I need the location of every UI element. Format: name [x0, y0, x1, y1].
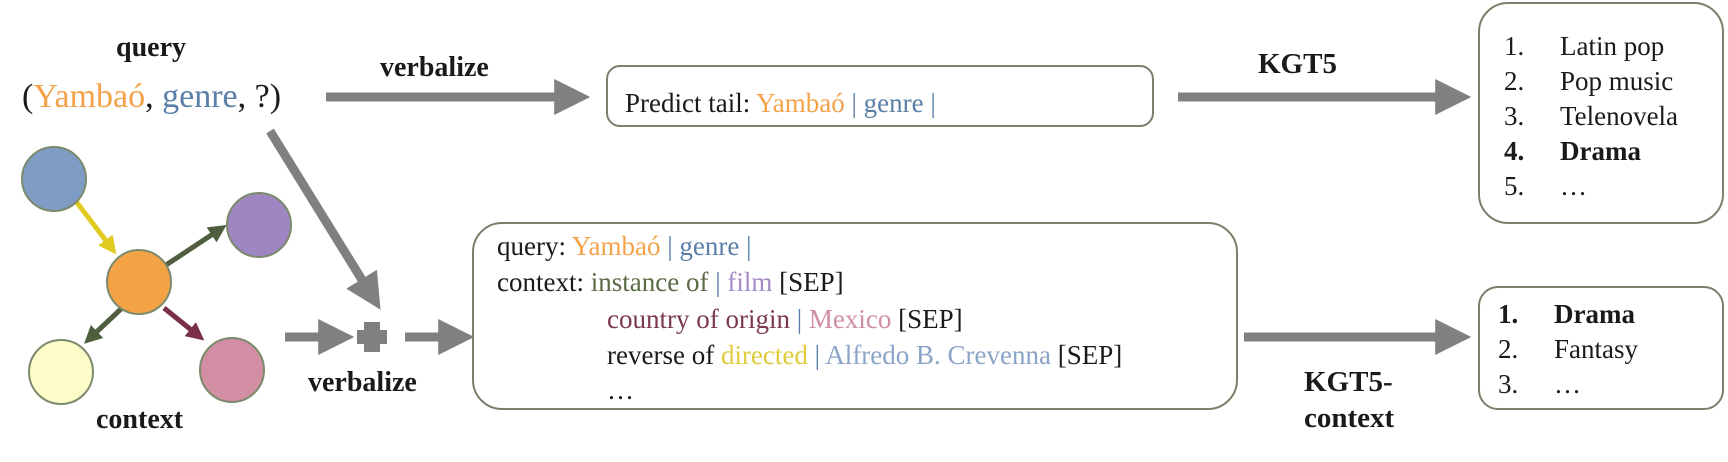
context-3-relation-b: directed	[720, 340, 808, 370]
context-query-relation: genre	[679, 231, 740, 261]
context-result-3-label: …	[1554, 369, 1581, 399]
context-input-box: query: Yambaó | genre | context: instanc…	[472, 222, 1238, 410]
context-2-entity: Mexico	[808, 304, 892, 334]
orange-node	[106, 249, 172, 315]
context-3-end: [SEP]	[1051, 340, 1123, 370]
query-to-plus-arrow	[266, 128, 381, 310]
context-result-2-num: 2.	[1498, 334, 1519, 364]
top-result-1-label: Latin pop	[1560, 31, 1665, 61]
query-head: Yambaó	[33, 78, 146, 115]
top-results-box: 1. Latin pop 2. Pop music 3. Telenovela 4. D…	[1478, 2, 1724, 224]
pink-node	[199, 337, 265, 403]
context-query-sep1: |	[660, 231, 680, 261]
edge-genre-other	[83, 306, 124, 344]
context-result-3: 3. …	[1498, 368, 1581, 400]
verbalize-bottom-label: verbalize	[308, 367, 417, 398]
query-tuple: (Yambaó, genre, ?)	[22, 78, 281, 116]
top-input-sep2: |	[923, 88, 936, 118]
edge-directed	[73, 198, 117, 255]
context-result-1-num: 1.	[1498, 299, 1519, 329]
context-2-relation: country of origin	[607, 304, 790, 334]
context-query-line: query: Yambaó | genre |	[497, 230, 752, 262]
context-query-prefix: query:	[497, 231, 572, 261]
context-result-1: 1. Drama	[1498, 298, 1635, 330]
top-input-relation: genre	[863, 88, 924, 118]
edge-country-of-origin	[162, 306, 205, 341]
top-input-head: Yambaó	[755, 88, 845, 118]
context-result-2: 2. Fantasy	[1498, 333, 1638, 365]
context-ellipsis: …	[607, 375, 634, 405]
top-result-2-num: 2.	[1504, 66, 1525, 96]
context-3-entity: Alfredo B. Crevenna	[825, 340, 1051, 370]
context-results-box: 1. Drama 2. Fantasy 3. …	[1478, 286, 1724, 410]
context-1-sep: |	[708, 267, 728, 297]
kgt5-label: KGT5	[1258, 48, 1337, 80]
query-sep2: ,	[237, 78, 255, 115]
top-input-prefix: Predict tail:	[625, 88, 756, 118]
top-input-sep1: |	[844, 88, 864, 118]
query-open-paren: (	[22, 78, 34, 115]
edge-instance-of	[164, 224, 227, 268]
blue-node	[21, 146, 87, 212]
top-result-3-label: Telenovela	[1560, 101, 1679, 131]
top-result-5-num: 5.	[1504, 171, 1525, 201]
verbalize-top-label: verbalize	[380, 52, 489, 83]
query-tail: ?	[254, 78, 270, 115]
top-result-5-label: …	[1560, 171, 1587, 201]
context-prefix: context:	[497, 267, 591, 297]
top-result-1: 1. Latin pop	[1504, 30, 1664, 62]
context-result-3-num: 3.	[1498, 369, 1519, 399]
context-line-3: reverse of directed | Alfredo B. Crevenn…	[607, 339, 1122, 371]
kgt5-context-label-line1: KGT5-	[1304, 366, 1393, 398]
purple-node	[226, 192, 292, 258]
kgt5-context-label: KGT5- context	[1304, 364, 1394, 436]
context-2-end: [SEP]	[891, 304, 963, 334]
context-query-head: Yambaó	[571, 231, 661, 261]
cream-node	[28, 339, 94, 405]
plus-icon	[357, 322, 387, 352]
context-3-relation-a: reverse of	[607, 340, 721, 370]
top-result-4-num: 4.	[1504, 136, 1525, 166]
context-3-sep: |	[807, 340, 826, 370]
top-input-box: Predict tail: Yambaó | genre |	[606, 65, 1154, 127]
context-result-2-label: Fantasy	[1554, 334, 1638, 364]
query-label: query	[116, 32, 186, 63]
top-result-2: 2. Pop music	[1504, 65, 1673, 97]
top-result-4: 4. Drama	[1504, 135, 1641, 167]
context-label: context	[96, 404, 184, 435]
top-result-5: 5. …	[1504, 170, 1587, 202]
query-relation: genre	[162, 78, 238, 115]
context-line-1: context: instance of | film [SEP]	[497, 266, 844, 298]
top-input-text: Predict tail: Yambaó | genre |	[625, 87, 936, 119]
context-1-end: [SEP]	[772, 267, 844, 297]
top-result-4-label: Drama	[1560, 136, 1641, 166]
context-1-relation: instance of	[590, 267, 709, 297]
context-result-1-label: Drama	[1554, 299, 1635, 329]
query-sep1: ,	[145, 78, 163, 115]
top-result-1-num: 1.	[1504, 31, 1525, 61]
context-query-sep2: |	[739, 231, 752, 261]
top-result-3: 3. Telenovela	[1504, 100, 1678, 132]
top-result-2-label: Pop music	[1560, 66, 1674, 96]
kgt5-context-label-line2: context	[1304, 402, 1395, 434]
context-line-2: country of origin | Mexico [SEP]	[607, 303, 963, 335]
context-2-sep: |	[789, 304, 809, 334]
top-result-3-num: 3.	[1504, 101, 1525, 131]
context-1-entity: film	[727, 267, 773, 297]
query-close-paren: )	[269, 78, 282, 115]
